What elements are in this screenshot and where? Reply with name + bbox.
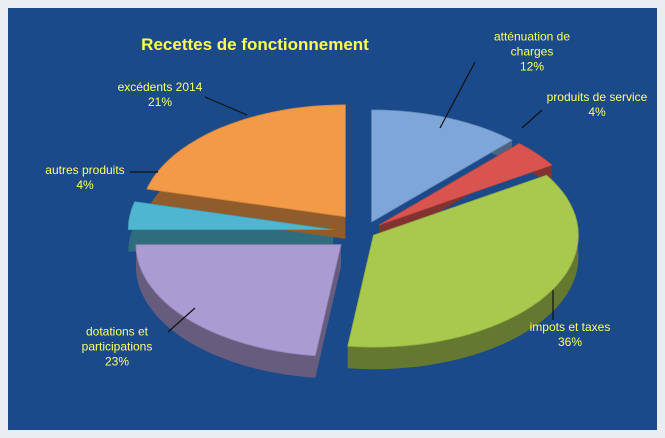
category-label: excédents 2014: [117, 80, 203, 94]
value-label: 4%: [76, 178, 94, 192]
slice: [146, 104, 346, 218]
slice: [371, 109, 513, 223]
slice-label: atténuation de charges 12%: [477, 30, 587, 75]
slice: [127, 201, 334, 231]
leader-line: [204, 96, 248, 116]
slice-label: excédents 2014 21%: [105, 80, 215, 110]
category-label: dotations et participations: [81, 324, 153, 354]
leader-line: [439, 61, 476, 129]
value-label: 4%: [588, 105, 606, 119]
slice-side: [128, 201, 334, 252]
leader-line: [167, 307, 196, 333]
slice-label: autres produits 4%: [30, 163, 140, 193]
category-label: impots et taxes: [529, 320, 611, 334]
leader-line: [521, 109, 543, 129]
value-label: 23%: [104, 354, 130, 369]
slice: [347, 174, 579, 348]
category-label: produits de service: [546, 90, 648, 104]
category-label: autres produits: [45, 163, 125, 177]
value-label: 36%: [557, 335, 583, 349]
slice: [378, 143, 553, 226]
category-label: atténuation de charges: [493, 29, 571, 59]
value-label: 12%: [519, 59, 545, 74]
slice-side: [347, 175, 579, 370]
slice-label: impots et taxes 36%: [515, 320, 625, 350]
slice-side: [146, 104, 346, 239]
slice-label: produits de service 4%: [532, 90, 662, 120]
slice-label: dotations et participations 23%: [57, 325, 177, 370]
chart-title: Recettes de fonctionnement: [141, 35, 369, 54]
value-label: 21%: [147, 95, 173, 109]
slice: [135, 244, 342, 357]
slice-side: [136, 244, 341, 378]
